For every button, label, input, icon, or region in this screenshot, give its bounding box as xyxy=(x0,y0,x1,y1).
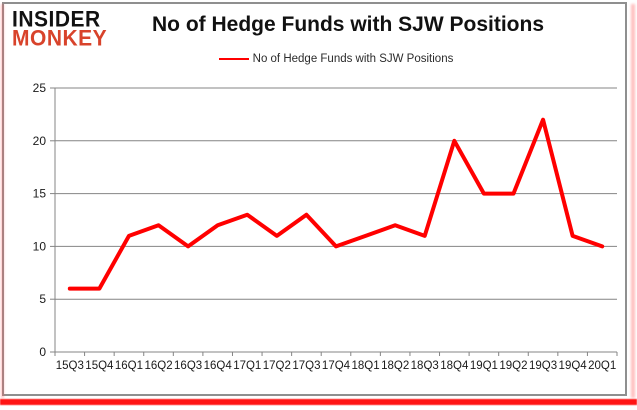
logo-line-insider: INSIDER xyxy=(12,7,101,32)
svg-text:5: 5 xyxy=(39,292,46,306)
svg-text:18Q3: 18Q3 xyxy=(411,360,439,372)
svg-text:19Q3: 19Q3 xyxy=(529,360,557,372)
svg-text:16Q3: 16Q3 xyxy=(174,360,202,372)
svg-text:16Q4: 16Q4 xyxy=(204,360,233,372)
legend: No of Hedge Funds with SJW Positions xyxy=(55,53,617,65)
svg-text:0: 0 xyxy=(39,345,46,359)
svg-text:17Q3: 17Q3 xyxy=(292,360,320,372)
svg-text:17Q4: 17Q4 xyxy=(322,360,351,372)
svg-text:17Q1: 17Q1 xyxy=(233,360,261,372)
svg-text:16Q2: 16Q2 xyxy=(144,360,172,372)
svg-text:15Q4: 15Q4 xyxy=(85,360,114,372)
svg-text:19Q2: 19Q2 xyxy=(499,360,527,372)
svg-text:19Q4: 19Q4 xyxy=(559,360,588,372)
page-bottom-accent xyxy=(0,399,637,405)
legend-line-swatch xyxy=(218,58,249,60)
svg-text:10: 10 xyxy=(33,239,47,253)
legend-label: No of Hedge Funds with SJW Positions xyxy=(252,53,454,65)
right-edge-glow xyxy=(631,4,635,398)
chart-title: No of Hedge Funds with SJW Positions xyxy=(152,13,544,36)
svg-text:20Q1: 20Q1 xyxy=(588,360,616,372)
svg-text:19Q1: 19Q1 xyxy=(470,360,498,372)
svg-text:25: 25 xyxy=(33,81,47,95)
svg-text:18Q4: 18Q4 xyxy=(440,360,469,372)
svg-text:15: 15 xyxy=(33,187,47,201)
svg-text:15Q3: 15Q3 xyxy=(56,360,84,372)
logo-line-monkey: MONKEY xyxy=(12,26,108,51)
insider-monkey-logo: INSIDER MONKEY xyxy=(12,7,108,51)
svg-text:20: 20 xyxy=(33,134,47,148)
svg-text:18Q2: 18Q2 xyxy=(381,360,409,372)
svg-text:16Q1: 16Q1 xyxy=(115,360,143,372)
chart-area: 0 5 10 15 20 25 15Q3 15Q4 16Q1 16Q2 16Q3 16Q4 17Q1 17… xyxy=(0,75,637,405)
svg-text:17Q2: 17Q2 xyxy=(263,360,291,372)
left-edge-glow xyxy=(1,4,4,398)
svg-text:18Q1: 18Q1 xyxy=(352,360,380,372)
